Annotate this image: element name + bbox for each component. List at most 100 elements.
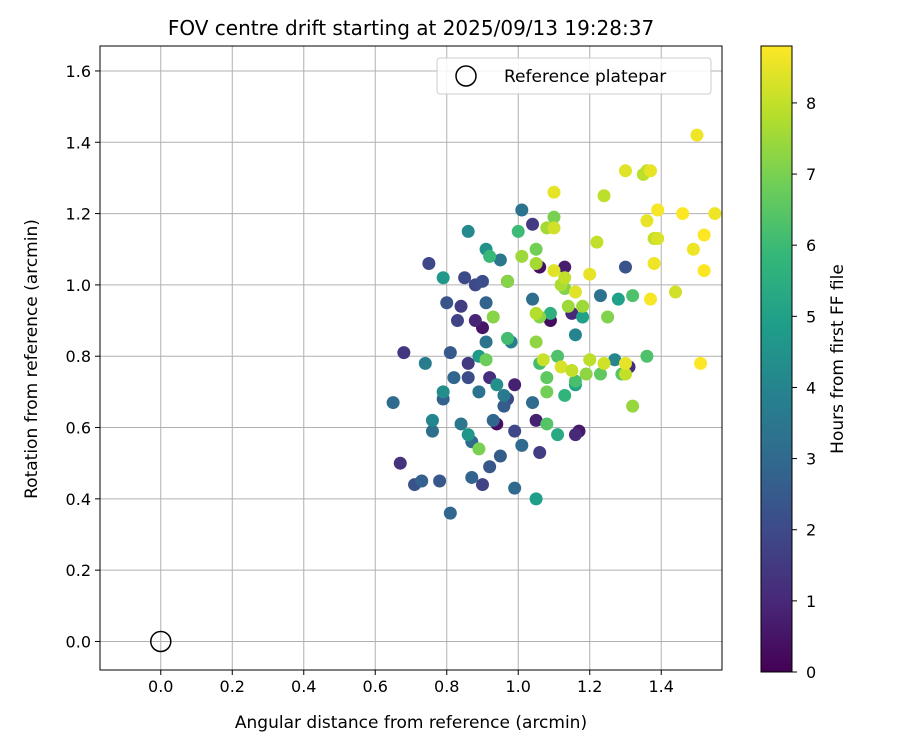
scatter-point <box>454 417 468 431</box>
colorbar-tick-label: 0 <box>806 663 816 682</box>
y-tick-label: 0.4 <box>66 490 91 509</box>
scatter-point <box>601 310 615 324</box>
scatter-point <box>676 207 690 221</box>
colorbar <box>760 45 793 673</box>
scatter-point <box>486 310 500 324</box>
scatter-point <box>508 378 522 392</box>
scatter-point <box>644 292 658 306</box>
x-tick-label: 0.0 <box>148 677 173 696</box>
colorbar-label: Hours from first FF file <box>828 264 848 454</box>
scatter-point <box>497 399 511 413</box>
scatter-points <box>386 128 722 520</box>
scatter-point <box>576 310 590 324</box>
scatter-point <box>508 481 522 495</box>
scatter-point <box>529 242 543 256</box>
scatter-point <box>508 424 522 438</box>
scatter-point <box>618 260 632 274</box>
scatter-point <box>536 353 550 367</box>
scatter-point <box>551 428 565 442</box>
scatter-point <box>386 396 400 410</box>
scatter-point <box>533 445 547 459</box>
colorbar-tick-label: 6 <box>806 236 816 255</box>
scatter-point <box>458 271 472 285</box>
scatter-point <box>425 424 439 438</box>
y-axis-label: Rotation from reference (arcmin) <box>22 219 42 499</box>
x-axis-label: Angular distance from reference (arcmin) <box>235 713 587 733</box>
scatter-point <box>454 299 468 313</box>
scatter-point <box>626 399 640 413</box>
scatter-point <box>611 292 625 306</box>
scatter-point <box>583 267 597 281</box>
colorbar-tick-label: 4 <box>806 378 816 397</box>
scatter-point <box>568 428 582 442</box>
scatter-point <box>490 378 504 392</box>
scatter-point <box>561 299 575 313</box>
y-tick-label: 1.2 <box>66 205 91 224</box>
scatter-point <box>640 349 654 363</box>
scatter-point <box>651 203 665 217</box>
scatter-point <box>568 374 582 388</box>
scatter-point <box>608 353 622 367</box>
scatter-point <box>554 360 568 374</box>
scatter-point <box>697 264 711 278</box>
plot-frame <box>99 45 723 671</box>
scatter-point <box>540 385 554 399</box>
scatter-point <box>526 292 540 306</box>
chart-title: FOV centre drift starting at 2025/09/13 … <box>168 16 654 40</box>
scatter-point <box>493 253 507 267</box>
scatter-point <box>515 203 529 217</box>
scatter-point <box>440 296 454 310</box>
scatter-point <box>568 285 582 299</box>
scatter-point <box>397 346 411 360</box>
scatter-point <box>515 438 529 452</box>
scatter-point <box>547 221 561 235</box>
scatter-point <box>475 478 489 492</box>
scatter-point <box>479 353 493 367</box>
scatter-point <box>708 207 722 221</box>
y-tick-label: 0.2 <box>66 561 91 580</box>
legend-reference-marker <box>455 65 477 87</box>
scatter-point <box>515 249 529 263</box>
colorbar-tick-label: 8 <box>806 94 816 113</box>
colorbar-tick-label: 3 <box>806 450 816 469</box>
scatter-point <box>626 289 640 303</box>
scatter-point <box>529 492 543 506</box>
scatter-point <box>568 328 582 342</box>
scatter-point <box>415 474 429 488</box>
scatter-point <box>547 185 561 199</box>
scatter-point <box>565 363 579 377</box>
scatter-point <box>547 264 561 278</box>
scatter-point <box>393 456 407 470</box>
x-tick-label: 1.4 <box>649 677 674 696</box>
scatter-point <box>529 257 543 271</box>
scatter-point <box>418 356 432 370</box>
scatter-point <box>425 413 439 427</box>
scatter-point <box>465 470 479 484</box>
scatter-point <box>501 331 515 345</box>
x-tick-label: 1.0 <box>506 677 531 696</box>
y-tick-label: 0.0 <box>66 632 91 651</box>
scatter-point <box>447 371 461 385</box>
y-axis-ticks: 0.0 0.2 0.4 0.6 0.8 1.0 1.2 1.4 1.6 <box>66 62 100 651</box>
scatter-point <box>468 314 482 328</box>
scatter-point <box>558 260 572 274</box>
scatter-point <box>558 388 572 402</box>
scatter-point <box>593 367 607 381</box>
scatter-point <box>483 249 497 263</box>
y-tick-label: 1.4 <box>66 133 91 152</box>
legend-label-reference: Reference platepar <box>504 67 666 87</box>
scatter-point <box>526 217 540 231</box>
scatter-point <box>694 356 708 370</box>
x-tick-label: 1.2 <box>577 677 602 696</box>
scatter-point <box>597 356 611 370</box>
scatter-point <box>590 235 604 249</box>
legend: Reference platepar <box>436 57 712 95</box>
scatter-point <box>551 349 565 363</box>
scatter-point <box>472 385 486 399</box>
x-tick-label: 0.8 <box>434 677 459 696</box>
scatter-point <box>644 164 658 178</box>
scatter-point <box>558 271 572 285</box>
y-tick-label: 1.6 <box>66 62 91 81</box>
y-tick-label: 0.8 <box>66 347 91 366</box>
